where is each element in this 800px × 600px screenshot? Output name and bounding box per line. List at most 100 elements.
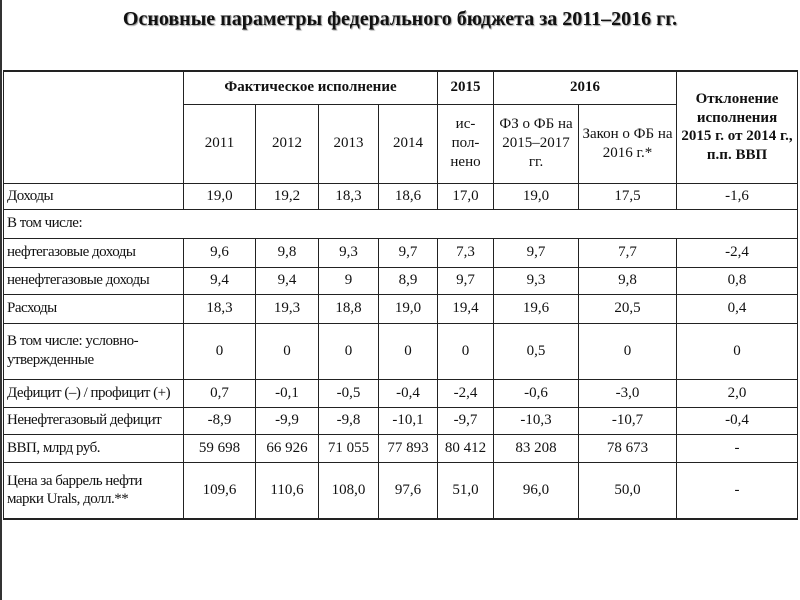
row-value: 59 698 [183,433,256,463]
row-value: -10,1 [377,406,439,435]
row-value: 83 208 [493,433,580,463]
row-value: -0,4 [377,378,439,408]
row-value: 19,3 [255,293,319,324]
table-row: Цена за баррель нефти марки Urals, долл.… [3,461,799,520]
row-value: 9,7 [493,237,580,268]
row-label: В том числе: [2,208,799,239]
header-year-2011: 2011 [183,103,256,184]
table-row: нефтегазовые доходы 9,6 9,8 9,3 9,7 7,3 9,7 7,7… [3,237,799,268]
row-value: -8,9 [183,406,256,435]
header-year-2014: 2014 [377,103,439,184]
header-year-2013: 2013 [318,103,379,184]
row-value: - [676,433,799,463]
row-value: 0 [437,322,495,380]
header-deviation: Отклонение исполнения 2015 г. от 2014 г.… [676,70,799,184]
row-value: 0 [377,322,439,380]
row-value: -0,6 [493,378,580,408]
row-value: -9,7 [437,406,495,435]
row-value: -9,8 [318,406,379,435]
table-row: В том числе: условно- утвержденные 0 0 0 0 0 0… [3,322,799,380]
row-label: ВВП, млрд руб. [3,433,184,463]
row-value: 109,6 [183,461,256,520]
row-value: 19,6 [493,293,580,324]
table-row: Расходы 18,3 19,3 18,8 19,0 19,4 19,6 20,5 0,4 [3,293,799,324]
row-value: 0 [676,322,799,380]
row-value: 20,5 [578,293,678,324]
row-value: 9,6 [183,237,256,268]
row-value: 18,3 [183,293,256,324]
row-value: -0,5 [318,378,379,408]
row-label: В том числе: условно- утвержденные [3,322,184,380]
row-value: 51,0 [437,461,495,520]
row-value: -2,4 [437,378,495,408]
row-value: 19,2 [255,182,319,210]
row-value: 19,4 [437,293,495,324]
row-value: -0,4 [676,406,799,435]
row-value: 9 [318,266,379,295]
header-actual-group: Фактическое исполнение [182,70,439,105]
row-value: 0 [318,322,379,380]
table-row: В том числе: [2,208,799,239]
row-value: 96,0 [493,461,580,520]
row-value: 8,9 [377,266,439,295]
row-value: 80 412 [437,433,495,463]
budget-table: Фактическое исполнение 2015 2016 Отклоне… [2,70,799,520]
row-value: 9,7 [377,237,439,268]
row-value: 0,7 [183,378,256,408]
table-row: Ненефтегазовый дефицит -8,9 -9,9 -9,8 -10,1-… [3,406,799,435]
header-law-2016: Закон о ФБ на 2016 г.* [578,103,678,184]
row-value: 17,0 [437,182,495,210]
row-value: 0 [183,322,256,380]
row-value: -2,4 [676,237,799,268]
row-value: 19,0 [377,293,439,324]
row-value: -1,6 [676,182,799,210]
header-year-2012: 2012 [255,103,319,184]
row-label: Дефицит (–) / профицит (+) [3,378,184,408]
row-value: -0,1 [255,378,319,408]
row-value: 77 893 [377,433,439,463]
table-row: ВВП, млрд руб. 59 698 66 926 71 055 77 893 80… [3,433,799,463]
row-value: 0,8 [676,266,799,295]
row-value: 9,8 [255,237,319,268]
slide-frame-line [0,0,2,600]
table-row: Дефицит (–) / профицит (+) 0,7 -0,1 -0,5 -0,… [3,378,799,408]
row-value: 9,3 [493,266,580,295]
table-row: ненефтегазовые доходы 9,4 9,4 9 8,9 9,7 9,3 9,8… [3,266,799,295]
row-value: 0 [255,322,319,380]
row-value: 17,5 [578,182,678,210]
table-row: Доходы 19,0 19,2 18,3 18,6 17,0 19,0 17,5 -1,6 [3,182,799,210]
row-value: 66 926 [255,433,319,463]
slide-title: Основные параметры федерального бюджета … [122,8,678,30]
row-value: 7,7 [578,237,678,268]
row-value: 7,3 [437,237,495,268]
row-value: 50,0 [578,461,678,520]
row-value: 108,0 [318,461,379,520]
row-label: ненефтегазовые доходы [3,266,184,295]
row-value: 2,0 [676,378,799,408]
row-value: 0,4 [676,293,799,324]
row-label: нефтегазовые доходы [3,237,184,268]
row-value: -10,7 [578,406,678,435]
row-value: 19,0 [493,182,580,210]
row-value: 9,7 [437,266,495,295]
row-value: -10,3 [493,406,580,435]
row-value: 71 055 [318,433,379,463]
header-2016-group: 2016 [493,70,678,105]
row-value: 18,6 [377,182,439,210]
row-value: 9,4 [183,266,256,295]
row-value: 78 673 [578,433,678,463]
header-2015-executed: ис-пол-нено [437,103,495,184]
header-fz-2015-2017: ФЗ о ФБ на 2015–2017 гг. [493,103,580,184]
row-value: 0 [578,322,678,380]
row-value: -9,9 [255,406,319,435]
row-value: 18,3 [318,182,379,210]
header-empty-cell [3,70,184,184]
row-value: 9,8 [578,266,678,295]
row-value: 110,6 [255,461,319,520]
row-value: 97,6 [377,461,439,520]
row-value: 9,4 [255,266,319,295]
row-value: 0,5 [493,322,580,380]
row-value: 19,0 [183,182,256,210]
row-label: Ненефтегазовый дефицит [3,406,184,435]
header-2015-group: 2015 [437,70,495,105]
